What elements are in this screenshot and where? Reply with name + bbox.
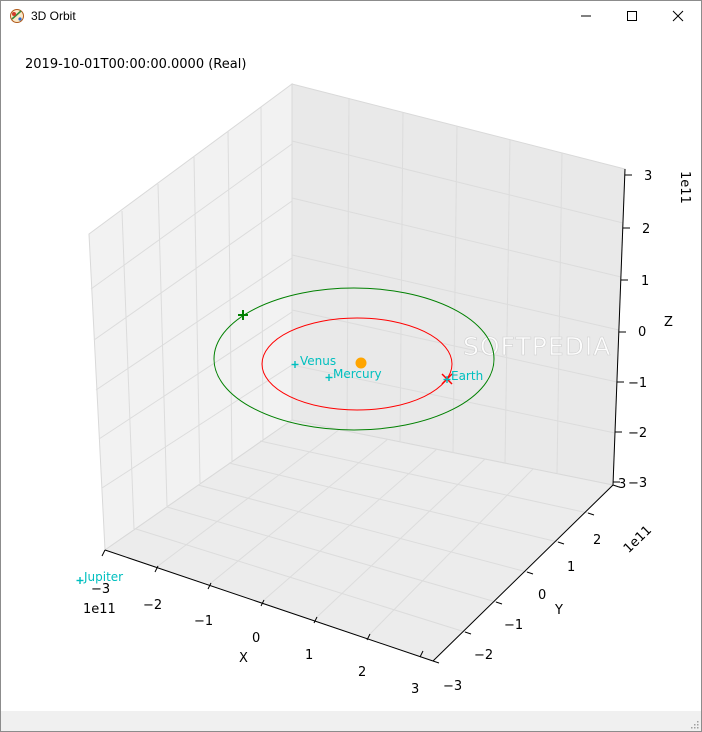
close-icon (672, 10, 684, 22)
y-axis-ticks (432, 484, 620, 664)
x-tick-label: 2 (358, 665, 366, 680)
y-tick-label: 1 (567, 560, 575, 575)
z-axis-ticks (613, 174, 632, 483)
body-jupiter: Jupiter (76, 570, 123, 584)
z-tick-label: 0 (638, 325, 646, 340)
y-tick-label: −3 (443, 679, 462, 694)
z-tick-label: −3 (628, 476, 647, 491)
title-bar[interactable]: 3D Orbit (1, 1, 701, 31)
outer-orbit-marker (238, 310, 248, 320)
maximize-icon (627, 11, 637, 21)
outer-orbit-path (213, 287, 495, 431)
orbit-3d-plot[interactable]: −3 −2 −1 0 1 2 3 1e11 X −3 (1, 31, 701, 711)
body-label-mercury: Mercury (333, 367, 382, 381)
y-tick-label: 3 (618, 477, 626, 492)
x-axis-tick-labels: −3 −2 −1 0 1 2 3 1e11 X (83, 582, 419, 697)
z-axis-label: Z (664, 315, 673, 330)
body-venus: Venus (291, 354, 336, 368)
x-tick-label: 3 (411, 682, 419, 697)
x-tick-label: 0 (252, 631, 260, 646)
plot-canvas[interactable]: −3 −2 −1 0 1 2 3 1e11 X −3 (1, 31, 701, 711)
x-tick-label: 1 (305, 648, 313, 663)
z-tick-label: 1 (641, 274, 649, 289)
x-axis-label: X (239, 651, 248, 666)
z-tick-label: −1 (628, 376, 647, 391)
close-button[interactable] (655, 1, 701, 31)
minimize-icon (581, 15, 591, 17)
grid-lines (90, 97, 624, 635)
y-tick-label: 0 (538, 588, 546, 603)
x-axis-exponent: 1e11 (83, 602, 116, 617)
status-bar (1, 711, 701, 731)
y-tick-label: 2 (593, 533, 601, 548)
x-tick-label: −1 (194, 614, 213, 629)
body-label-venus: Venus (300, 354, 336, 368)
body-mercury: Mercury (325, 367, 382, 381)
minimize-button[interactable] (563, 1, 609, 31)
maximize-button[interactable] (609, 1, 655, 31)
sun-marker (355, 357, 367, 369)
timestamp-label: 2019-10-01T00:00:00.0000 (Real) (25, 57, 246, 72)
y-tick-label: −1 (504, 618, 523, 633)
watermark: SOFTPEDIA (463, 332, 611, 361)
x-tick-label: −3 (91, 582, 110, 597)
inner-orbit-path (261, 317, 453, 411)
y-tick-label: −2 (474, 648, 493, 663)
z-axis-tick-labels: −3 −2 −1 0 1 2 3 1e11 Z (628, 169, 692, 491)
y-axis-label: Y (554, 603, 563, 618)
z-tick-label: −2 (628, 426, 647, 441)
body-earth: Earth (443, 369, 483, 383)
z-tick-label: 3 (644, 169, 652, 184)
body-label-jupiter: Jupiter (83, 570, 123, 584)
z-axis-exponent: 1e11 (677, 171, 692, 204)
resize-grip-icon[interactable] (689, 719, 699, 729)
x-axis-ticks (101, 549, 424, 658)
window-title: 3D Orbit (31, 9, 76, 23)
orbit-app-icon (10, 9, 24, 23)
body-label-earth: Earth (451, 369, 483, 383)
y-axis-exponent: 1e11 (621, 523, 655, 557)
x-tick-label: −2 (143, 598, 162, 613)
z-tick-label: 2 (642, 222, 650, 237)
